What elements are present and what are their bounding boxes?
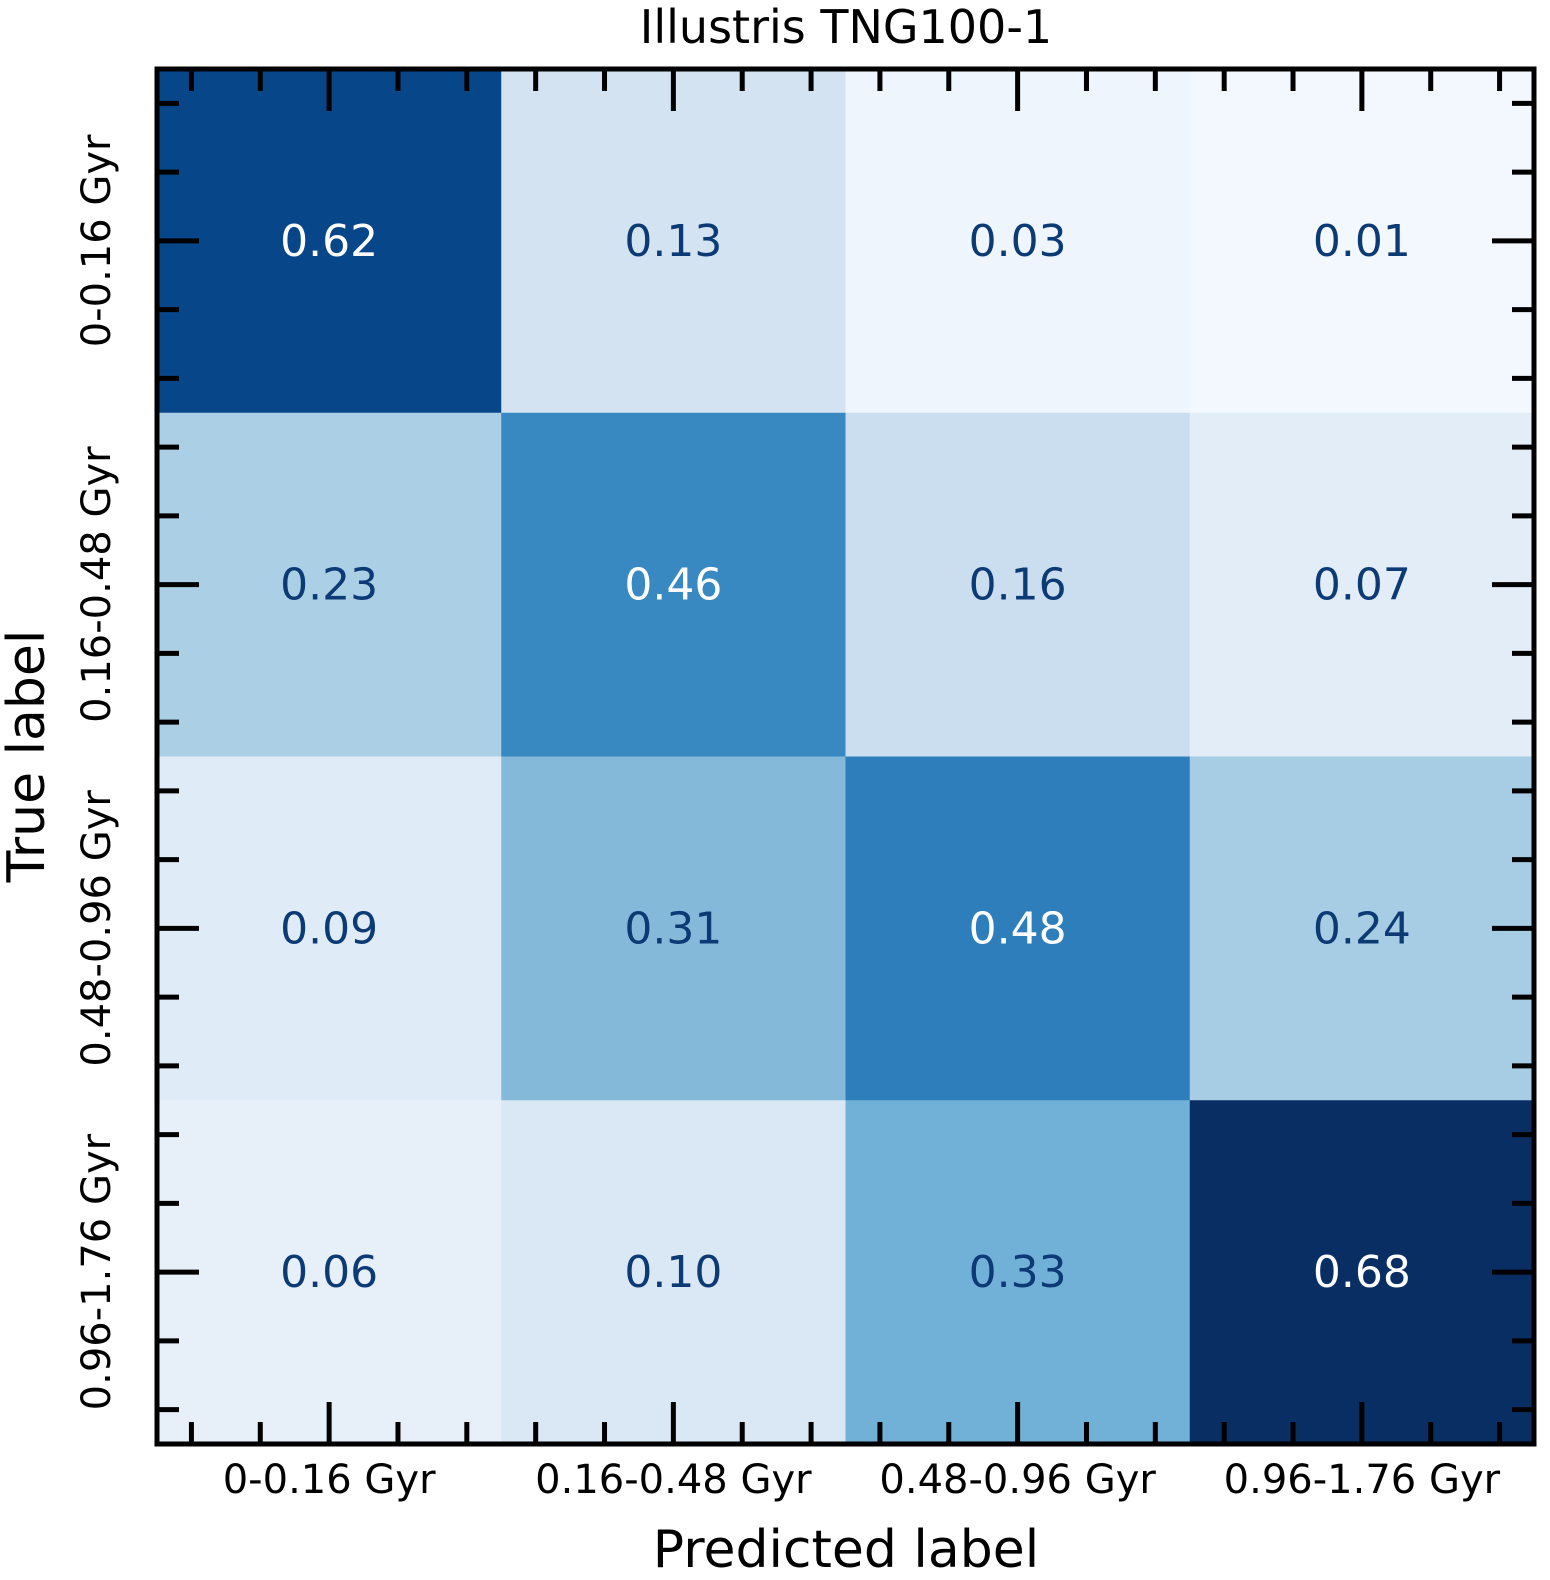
heatmap-cell	[845, 69, 1191, 414]
y-tick-labels: 0-0.16 Gyr 0.16-0.48 Gyr 0.48-0.96 Gyr 0.96…	[74, 134, 120, 1410]
heatmap-cell	[845, 1100, 1191, 1445]
y-axis-label: True label	[0, 630, 57, 884]
y-tick-label: 0.96-1.76 Gyr	[74, 1133, 120, 1410]
cell-value-label: 0.03	[969, 216, 1067, 267]
y-tick-label: 0.16-0.48 Gyr	[74, 446, 120, 723]
cell-value-label: 0.31	[624, 903, 722, 954]
y-tick-label: 0-0.16 Gyr	[74, 134, 120, 347]
heatmap-cell	[1189, 69, 1535, 414]
cell-value-label: 0.23	[280, 560, 378, 611]
x-axis-label: Predicted label	[653, 1520, 1039, 1580]
heatmap-cell	[157, 69, 502, 414]
cell-value-label: 0.46	[624, 560, 722, 611]
cell-value-label: 0.06	[280, 1247, 378, 1298]
x-tick-label: 0-0.16 Gyr	[223, 1457, 436, 1503]
heatmap-cell	[1189, 412, 1535, 758]
heatmap-cell	[501, 1100, 847, 1445]
heatmap-cell	[501, 412, 847, 758]
cell-value-label: 0.16	[969, 560, 1067, 611]
heatmap-cell	[501, 756, 847, 1101]
heatmap-cell	[1189, 756, 1535, 1101]
heatmap-cell	[1189, 1100, 1535, 1445]
heatmap-cell	[157, 1100, 502, 1445]
plot-frame	[154, 66, 1537, 1447]
heatmap-cell	[157, 412, 502, 758]
cell-value-label: 0.33	[969, 1247, 1067, 1298]
heatmap-cell	[157, 756, 502, 1101]
cell-value-label: 0.07	[1313, 560, 1411, 611]
cell-value-label: 0.24	[1313, 903, 1411, 954]
heatmap-cells	[157, 69, 1535, 1445]
x-tick-label: 0.16-0.48 Gyr	[535, 1457, 812, 1503]
cell-value-label: 0.13	[624, 216, 722, 267]
heatmap-value-labels: 0.62 0.13 0.03 0.01 0.23 0.46 0.16 0.07 0.09 0.31…	[280, 216, 1411, 1298]
x-tick-labels: 0-0.16 Gyr 0.16-0.48 Gyr 0.48-0.96 Gyr 0.96…	[223, 1457, 1501, 1503]
cell-value-label: 0.01	[1313, 216, 1411, 267]
chart-title: Illustris TNG100-1	[640, 0, 1052, 54]
cell-value-label: 0.48	[969, 903, 1067, 954]
cell-value-label: 0.68	[1313, 1247, 1411, 1298]
heatmap-cell	[845, 756, 1191, 1101]
cell-value-label: 0.09	[280, 903, 378, 954]
x-tick-label: 0.96-1.76 Gyr	[1224, 1457, 1501, 1503]
cell-value-label: 0.62	[280, 216, 378, 267]
cell-value-label: 0.10	[624, 1247, 722, 1298]
heatmap-cell	[501, 69, 847, 414]
y-tick-label: 0.48-0.96 Gyr	[74, 790, 120, 1067]
heatmap-cell	[845, 412, 1191, 758]
x-tick-label: 0.48-0.96 Gyr	[879, 1457, 1156, 1503]
axis-ticks	[157, 69, 1534, 1444]
